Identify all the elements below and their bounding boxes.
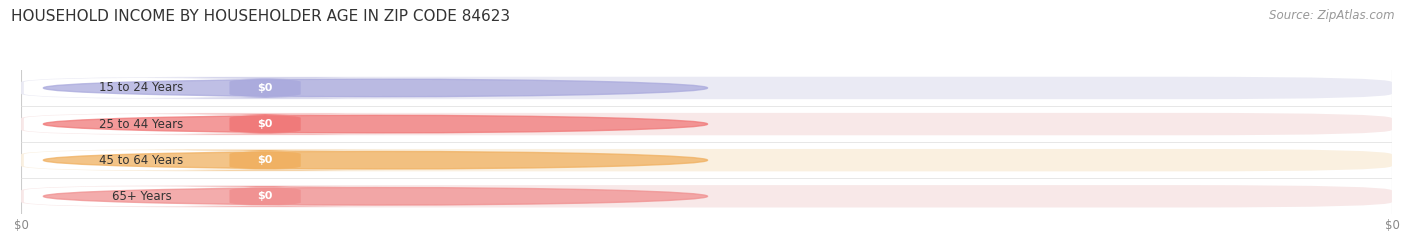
- Text: HOUSEHOLD INCOME BY HOUSEHOLDER AGE IN ZIP CODE 84623: HOUSEHOLD INCOME BY HOUSEHOLDER AGE IN Z…: [11, 9, 510, 24]
- Text: Source: ZipAtlas.com: Source: ZipAtlas.com: [1270, 9, 1395, 22]
- Text: $0: $0: [257, 191, 273, 201]
- Circle shape: [44, 188, 707, 205]
- Text: 45 to 64 Years: 45 to 64 Years: [100, 154, 184, 167]
- Text: 25 to 44 Years: 25 to 44 Years: [100, 118, 184, 130]
- FancyBboxPatch shape: [21, 77, 1392, 99]
- Text: 15 to 24 Years: 15 to 24 Years: [100, 82, 184, 94]
- FancyBboxPatch shape: [146, 150, 384, 171]
- Text: $0: $0: [257, 119, 273, 129]
- Circle shape: [44, 79, 707, 97]
- Text: $0: $0: [257, 83, 273, 93]
- Circle shape: [44, 151, 707, 169]
- Circle shape: [44, 115, 707, 133]
- FancyBboxPatch shape: [24, 150, 250, 171]
- FancyBboxPatch shape: [146, 78, 384, 98]
- FancyBboxPatch shape: [24, 78, 250, 98]
- FancyBboxPatch shape: [24, 186, 250, 207]
- FancyBboxPatch shape: [21, 149, 1392, 171]
- FancyBboxPatch shape: [146, 114, 384, 134]
- Text: $0: $0: [257, 155, 273, 165]
- FancyBboxPatch shape: [21, 113, 1392, 135]
- FancyBboxPatch shape: [24, 114, 250, 134]
- FancyBboxPatch shape: [146, 186, 384, 207]
- FancyBboxPatch shape: [21, 185, 1392, 208]
- Text: 65+ Years: 65+ Years: [111, 190, 172, 203]
